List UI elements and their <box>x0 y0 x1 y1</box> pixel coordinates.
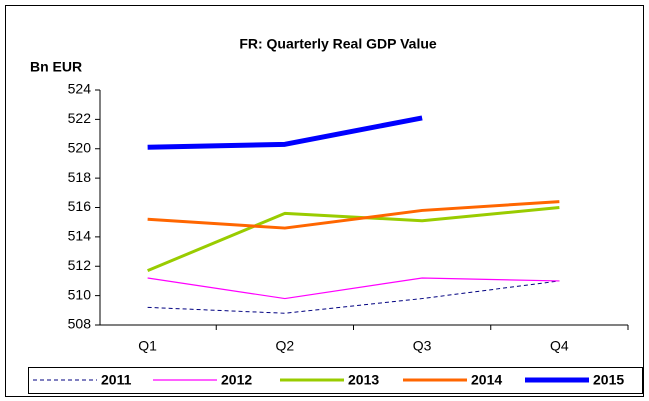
x-tick-label: Q1 <box>138 338 157 354</box>
series-line <box>147 206 560 273</box>
x-tick-label: Q4 <box>550 338 569 354</box>
y-axis-label: Bn EUR <box>30 59 82 75</box>
y-tick-label: 524 <box>68 81 92 97</box>
x-tick-label: Q2 <box>276 338 295 354</box>
y-tick-label: 516 <box>68 198 92 214</box>
legend-label: 2015 <box>593 372 624 388</box>
series-line <box>147 280 560 314</box>
legend-label: 2013 <box>348 372 379 388</box>
y-tick-label: 522 <box>68 110 92 126</box>
chart-title: FR: Quarterly Real GDP Value <box>239 36 437 52</box>
y-tick-label: 508 <box>68 316 92 332</box>
y-tick-label: 514 <box>68 228 92 244</box>
series-line <box>147 115 423 150</box>
y-tick-label: 512 <box>68 257 92 273</box>
legend-label: 2014 <box>471 372 502 388</box>
y-tick-label: 510 <box>68 286 92 302</box>
legend-label: 2011 <box>101 372 132 388</box>
chart-frame <box>5 5 644 397</box>
series-line <box>147 277 560 300</box>
series-line <box>147 200 560 230</box>
x-tick-label: Q3 <box>413 338 432 354</box>
legend-label: 2012 <box>221 372 252 388</box>
y-tick-label: 520 <box>68 139 92 155</box>
y-tick-label: 518 <box>68 169 92 185</box>
